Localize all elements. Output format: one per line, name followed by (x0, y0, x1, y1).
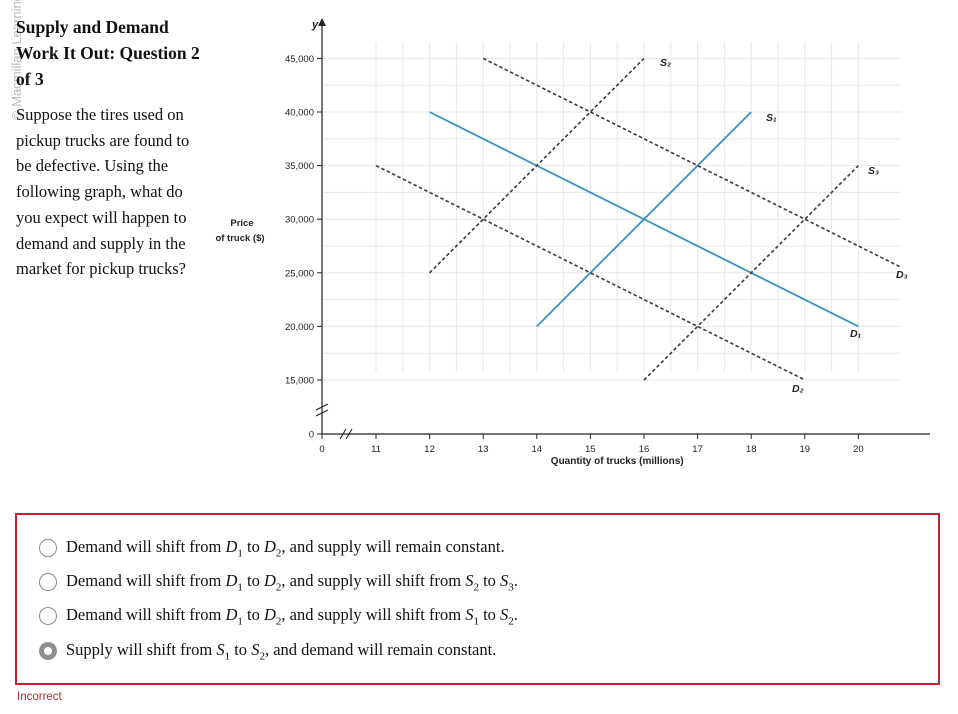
answer-text-segment: , and supply will shift from (281, 604, 466, 624)
series-line-d2 (375, 164, 806, 381)
answer-text-segment: , and demand will remain constant. (264, 639, 497, 659)
answer-option-label: Demand will shift from D1 to D2, and sup… (66, 537, 505, 559)
answer-text-segment: to (478, 604, 501, 624)
curve-symbol: D (264, 570, 276, 590)
answer-text-segment: Demand will shift from (66, 536, 226, 556)
y-tick-label-2: 20,000 (285, 322, 314, 333)
radio-button-selected[interactable] (39, 642, 57, 660)
curve-subscript: 1 (237, 547, 243, 560)
x-axis-break (339, 428, 353, 440)
answer-text-segment: to (242, 604, 264, 624)
answer-options-box: Demand will shift from D1 to D2, and sup… (15, 513, 940, 685)
answer-option-3[interactable]: Demand will shift from D1 to D2, and sup… (39, 604, 518, 628)
answer-option-label: Supply will shift from S1 to S2, and dem… (66, 640, 496, 662)
answer-text-segment: . (513, 570, 518, 590)
curve-subscript: 2 (275, 581, 282, 594)
answer-text-segment: Demand will shift from (66, 570, 226, 590)
y-axis-arrow (318, 18, 326, 26)
x-tick-label-10: 20 (853, 444, 864, 455)
y-tick-label-7: 45,000 (285, 54, 314, 65)
curve-subscript: 2 (275, 547, 282, 560)
curve-subscript: 3 (508, 581, 514, 594)
curve-subscript: 1 (237, 615, 243, 628)
curve-symbol: D (225, 570, 238, 590)
y-axis-label-line1: Price (230, 218, 253, 229)
series-line-d3 (482, 57, 902, 269)
series-label-s1: S₁ (766, 112, 777, 124)
answer-option-label: Demand will shift from D1 to D2, and sup… (66, 605, 518, 627)
x-tick-label-4: 14 (532, 444, 543, 455)
answer-option-2[interactable]: Demand will shift from D1 to D2, and sup… (39, 570, 518, 594)
copyright-watermark: © Macmillan Learning (9, 0, 24, 120)
series-line-s2 (429, 57, 645, 274)
curve-subscript: 2 (508, 615, 514, 628)
x-tick-label-2: 12 (424, 444, 435, 455)
answer-text-segment: to (242, 536, 264, 556)
x-tick-label-1: 11 (371, 444, 381, 455)
y-tick-label-4: 30,000 (285, 215, 314, 226)
series-line-s3 (643, 165, 859, 381)
answer-text-segment: , and supply will shift from (281, 570, 466, 590)
question-text: Suppose the tires used on pickup trucks … (16, 105, 190, 279)
x-axis-label: Quantity of trucks (millions) (551, 456, 684, 467)
status-message: Incorrect (17, 691, 62, 703)
curve-symbol: S (251, 639, 260, 659)
y-tick-label-5: 35,000 (285, 161, 314, 172)
answer-option-label: Demand will shift from D1 to D2, and sup… (66, 571, 518, 593)
answer-text-segment: Supply will shift from (66, 639, 217, 659)
radio-button[interactable] (39, 607, 57, 625)
answer-text-segment: to (478, 570, 501, 590)
y-axis-label-line2: of truck ($) (215, 233, 264, 244)
y-tick-label-3: 25,000 (285, 268, 314, 279)
curve-symbol: D (225, 604, 238, 624)
answer-text-segment: to (242, 570, 264, 590)
series-label-d1: D₁ (850, 328, 862, 340)
series-label-s2: S₂ (660, 57, 671, 69)
answer-text-segment: . (513, 604, 518, 624)
supply-demand-chart: yx015,00020,00025,00030,00035,00040,0004… (215, 18, 930, 467)
x-tick-label-5: 15 (585, 444, 596, 455)
radio-button[interactable] (39, 573, 57, 591)
y-axis-break (315, 403, 329, 417)
answer-text-segment: to (230, 639, 252, 659)
y-axis-letter: y (311, 19, 319, 31)
answer-text-segment: , and supply will remain constant. (281, 536, 505, 556)
y-tick-label-6: 40,000 (285, 108, 314, 119)
answer-text-segment: Demand will shift from (66, 604, 226, 624)
x-tick-label-0: 0 (319, 444, 324, 455)
curve-symbol: S (465, 570, 474, 590)
x-tick-label-9: 19 (800, 444, 811, 455)
curve-symbol: S (500, 604, 509, 624)
curve-subscript: 1 (473, 615, 479, 628)
curve-subscript: 2 (275, 615, 282, 628)
curve-symbol: D (225, 536, 238, 556)
curve-symbol: S (465, 604, 474, 624)
radio-button[interactable] (39, 539, 57, 557)
curve-subscript: 1 (237, 581, 243, 594)
curve-subscript: 2 (259, 650, 265, 663)
answer-option-4[interactable]: Supply will shift from S1 to S2, and dem… (39, 639, 496, 663)
x-tick-label-7: 17 (692, 444, 703, 455)
series-label-d3: D₃ (896, 269, 908, 281)
series-line-s1 (536, 111, 752, 328)
curve-subscript: 2 (473, 581, 479, 594)
question-title: Supply and Demand Work It Out: Question … (16, 17, 200, 89)
x-tick-label-6: 16 (639, 444, 650, 455)
curve-symbol: D (264, 536, 276, 556)
series-label-s3: S₃ (868, 165, 879, 177)
curve-symbol: D (264, 604, 276, 624)
y-tick-label-0: 0 (309, 430, 314, 441)
curve-symbol: S (500, 570, 509, 590)
curve-subscript: 1 (224, 650, 231, 663)
series-label-d2: D₂ (792, 383, 804, 395)
y-tick-label-1: 15,000 (285, 376, 314, 387)
x-tick-label-3: 13 (478, 444, 489, 455)
answer-option-1[interactable]: Demand will shift from D1 to D2, and sup… (39, 536, 505, 560)
curve-symbol: S (216, 639, 225, 659)
x-tick-label-8: 18 (746, 444, 757, 455)
